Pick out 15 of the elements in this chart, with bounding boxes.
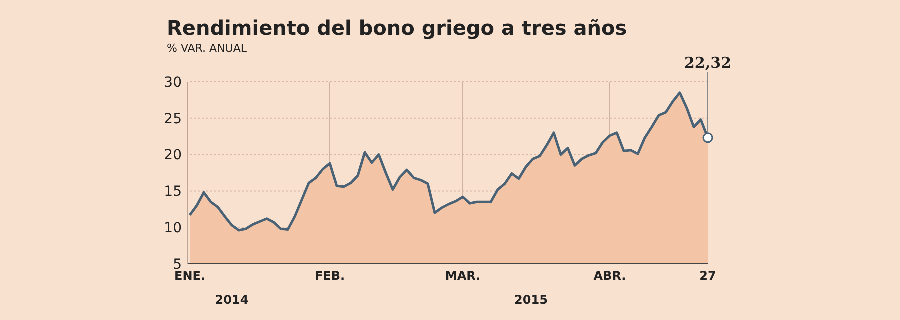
chart-subtitle: % VAR. ANUAL — [167, 42, 248, 55]
x-tick-label: MAR. — [445, 269, 481, 283]
y-tick-label: 15 — [164, 184, 182, 200]
y-tick-label: 30 — [164, 74, 182, 91]
x-tick-label: FEB. — [314, 269, 346, 283]
annotation: 22,32 — [684, 54, 732, 72]
y-tick-label: 25 — [164, 111, 182, 128]
x-tick-label: ABR. — [594, 269, 626, 283]
chart-title: Rendimiento del bono griego a tres años — [167, 16, 628, 40]
x-tick-label: ENE. — [174, 269, 206, 283]
text: 2014 — [215, 293, 249, 307]
y-tick-label: 10 — [164, 220, 182, 236]
text: 2015 — [514, 293, 548, 307]
y-tick-label: 20 — [164, 148, 182, 164]
x-tick-label: 27 — [700, 269, 716, 283]
